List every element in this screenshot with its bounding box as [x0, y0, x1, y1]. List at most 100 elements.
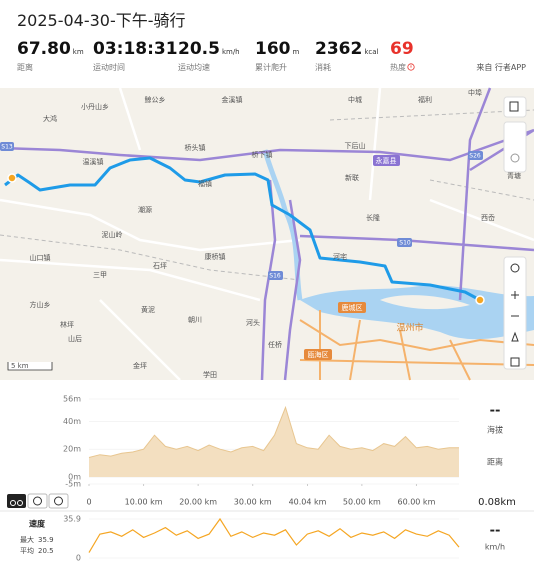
y-tick-label: 56m — [63, 395, 81, 404]
icon — [509, 101, 519, 112]
x-tick-label: 50.00 km — [343, 498, 381, 507]
place: 青塘 — [507, 171, 521, 180]
stat-label: 运动均速 — [178, 63, 210, 72]
x-tick-label: 10.00 km — [125, 498, 163, 507]
place: 任桥 — [268, 340, 282, 349]
stat-value: 35.9 — [38, 536, 54, 544]
place: 鹿城区 — [342, 303, 363, 312]
start-marker — [7, 173, 17, 183]
side-label: 距离 — [487, 457, 503, 467]
place: 山后 — [68, 334, 82, 343]
stat: 2362 kcal 消耗 — [315, 39, 379, 72]
place: 温州市 — [396, 322, 423, 334]
road-badges: S13 S26 S10 S16 — [0, 142, 483, 280]
place-labels: 大鸿 小丹山乡 鲸公乡 金溪镇 中城 福利 中埠 桥头镇 温溪镇 桥下镇 下后山… — [30, 88, 522, 379]
zoom-controls[interactable] — [503, 256, 527, 370]
stat-unit: kcal — [364, 48, 379, 56]
map[interactable]: S13 S26 S10 S16 大鸿 小丹山乡 鲸公乡 金溪镇 中城 福利 中埠… — [0, 87, 534, 381]
stat: 67.80 km 距离 — [17, 39, 84, 72]
minor-roads — [0, 87, 534, 381]
stat-unit: km/h — [221, 48, 240, 56]
place: 金溪镇 — [222, 95, 243, 104]
place: 潮源 — [138, 205, 152, 214]
stat-label: 消耗 — [315, 63, 331, 72]
stat-label: 平均 — [20, 546, 34, 555]
icon — [17, 500, 23, 506]
place: 中城 — [348, 95, 362, 104]
place: 学田 — [203, 370, 217, 379]
stat-value: 67.80 — [17, 39, 71, 59]
unit-label: km/h — [485, 543, 505, 552]
place: 康桥镇 — [205, 252, 226, 261]
x-tick-label: 40.04 km — [289, 498, 327, 507]
stat-value: 160 — [255, 39, 291, 59]
place: 下后山 — [345, 141, 366, 150]
stat: 160 m 累计爬升 — [255, 39, 299, 72]
road-label: S13 — [1, 144, 13, 151]
header: 2025-04-30-下午-骑行 67.80 km 距离 03:18:31 运动时间 … — [0, 0, 534, 88]
chart-title: 速度 — [29, 519, 46, 529]
stat: 20.5 km/h 运动均速 — [178, 39, 240, 72]
place: 河宅 — [333, 252, 347, 261]
x-tick-label: 60.00 km — [397, 498, 435, 507]
place: 瓯海区 — [308, 350, 329, 359]
place: 小丹山乡 — [81, 102, 109, 111]
tabs — [7, 493, 69, 509]
place: 长隆 — [366, 213, 380, 222]
y-tick-label: 35.9 — [63, 515, 81, 524]
layers-button[interactable] — [503, 96, 527, 118]
y-tick-label: 0 — [76, 554, 81, 563]
y-tick-label: -5m — [65, 480, 81, 489]
place: 朝川 — [188, 316, 202, 324]
tab-time[interactable] — [27, 493, 48, 509]
urban-roads — [299, 310, 534, 381]
stat: 03:18:31 运动时间 — [93, 39, 180, 72]
place: 金坪 — [133, 361, 147, 370]
road-badge — [468, 151, 483, 160]
place: 桥下镇 — [252, 150, 273, 159]
road-badge — [268, 271, 283, 280]
place: 中埠 — [468, 88, 482, 97]
stat-label: 累计爬升 — [255, 63, 287, 72]
tab-pace[interactable] — [48, 493, 69, 509]
title: 2025-04-30-下午-骑行 — [17, 11, 186, 30]
place: 福镇 — [198, 179, 212, 188]
speed-line — [88, 517, 460, 553]
icon — [10, 500, 16, 506]
icon — [510, 153, 520, 163]
tools-button[interactable] — [503, 121, 527, 173]
stat-value: 03:18:31 — [93, 39, 178, 59]
area-fill — [89, 407, 459, 478]
place: 西岙 — [481, 213, 495, 222]
place: 林坪 — [60, 320, 74, 329]
stat-label: 运动时间 — [93, 63, 125, 72]
road-label: S16 — [269, 273, 281, 280]
place: 温溪镇 — [83, 157, 104, 166]
x-tick-label: 30.00 km — [234, 498, 272, 507]
side-value: -- — [490, 404, 501, 419]
y-tick-label: 0m — [68, 473, 81, 482]
stat-label: 热度 — [390, 62, 415, 73]
place: 黄泥 — [141, 305, 155, 314]
road-badge — [0, 142, 14, 151]
stat-label: 距离 — [17, 63, 33, 72]
icon — [510, 291, 520, 367]
cursor-label: 0.08km — [478, 497, 516, 508]
rail — [0, 109, 534, 281]
stat-label: 最大 — [20, 535, 34, 544]
scale-bar — [7, 362, 53, 371]
place: 新联 — [345, 173, 359, 182]
x-tick-label: 20.00 km — [179, 498, 217, 507]
x-tick-label: 0 — [86, 498, 91, 507]
icon — [54, 496, 63, 506]
road-label: S26 — [469, 153, 481, 160]
stat[interactable]: 69 热度 — [390, 39, 416, 72]
stat-label-text: 热度 — [390, 63, 406, 72]
place: 山口镇 — [30, 253, 51, 262]
stat-value: 69 — [390, 39, 414, 59]
tab-distance[interactable] — [7, 494, 26, 508]
place: 福利 — [418, 95, 432, 104]
y-tick-label: 20m — [63, 445, 81, 454]
